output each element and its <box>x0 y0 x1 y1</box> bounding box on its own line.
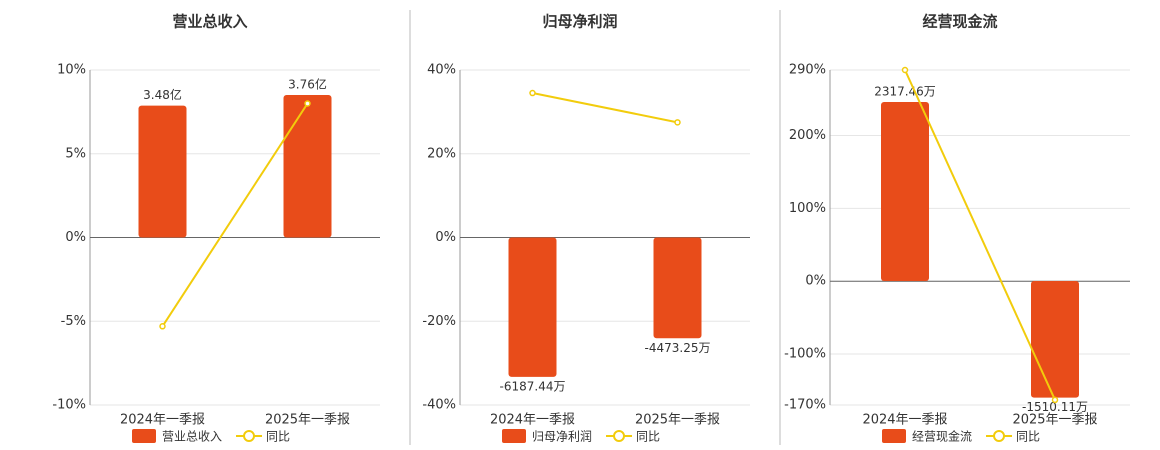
legend-swatch <box>502 429 526 443</box>
y-tick-label: 5% <box>65 146 86 161</box>
legend-swatch <box>993 430 1006 442</box>
chart-title: 营业总收入 <box>172 13 247 31</box>
legend-label: 同比 <box>266 430 290 444</box>
x-tick-label: 2025年一季报 <box>1012 413 1097 428</box>
y-tick-label: -5% <box>61 314 86 329</box>
legend-label: 经营现金流 <box>912 429 972 444</box>
legend-label: 营业总收入 <box>162 430 222 444</box>
y-tick-label: 200% <box>789 128 826 143</box>
y-tick-label: -100% <box>784 347 826 362</box>
bar <box>653 237 702 339</box>
x-tick-label: 2024年一季报 <box>120 413 205 428</box>
value-label: -1510.11万 <box>1022 400 1088 414</box>
legend-swatch <box>613 430 626 442</box>
point <box>674 119 681 126</box>
y-tick-label: 10% <box>57 63 86 78</box>
value-label: 3.76亿 <box>288 77 327 92</box>
x-tick-label: 2025年一季报 <box>265 413 350 428</box>
chart-title: 归母净利润 <box>542 13 617 31</box>
y-tick-label: 290% <box>789 63 826 78</box>
y-tick-label: -170% <box>784 398 826 413</box>
bar <box>508 237 557 377</box>
y-tick-label: -40% <box>422 398 456 413</box>
y-tick-label: -10% <box>52 398 86 413</box>
point <box>304 100 311 107</box>
value-label: 2317.46万 <box>874 85 936 99</box>
chart-title: 经营现金流 <box>922 13 997 31</box>
legend-swatch <box>243 430 256 442</box>
y-tick-label: 0% <box>65 230 86 245</box>
y-tick-label: -20% <box>422 314 456 329</box>
point <box>901 66 909 74</box>
point <box>159 323 166 330</box>
bar <box>283 95 332 238</box>
x-tick-label: 2024年一季报 <box>490 413 575 428</box>
x-tick-label: 2024年一季报 <box>862 413 947 428</box>
legend-label: 同比 <box>1016 430 1040 444</box>
bar <box>881 102 929 282</box>
y-tick-label: 40% <box>427 63 456 78</box>
value-label: -4473.25万 <box>645 341 711 355</box>
legend-label: 同比 <box>636 430 660 444</box>
y-tick-label: 20% <box>427 146 456 161</box>
value-label: 3.48亿 <box>143 87 182 102</box>
y-tick-label: 0% <box>435 230 456 245</box>
bar <box>138 105 187 238</box>
y-tick-label: 100% <box>789 201 826 216</box>
bar <box>1031 281 1079 398</box>
value-label: -6187.44万 <box>500 379 566 393</box>
line <box>532 92 678 124</box>
y-tick-label: 0% <box>805 274 826 289</box>
x-tick-label: 2025年一季报 <box>635 413 720 428</box>
legend-swatch <box>882 429 906 443</box>
legend-label: 归母净利润 <box>532 430 592 444</box>
point <box>529 89 536 97</box>
legend-swatch <box>132 429 156 443</box>
point <box>1051 396 1059 404</box>
line <box>904 69 1056 401</box>
line <box>161 102 309 327</box>
